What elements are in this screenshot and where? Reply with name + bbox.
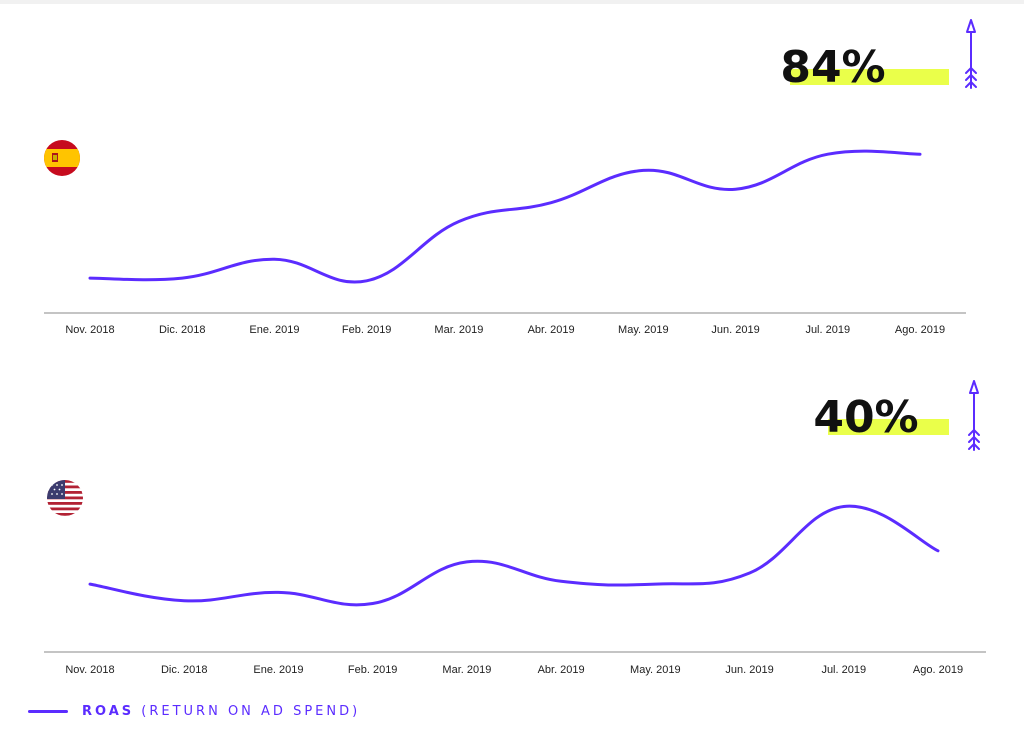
x-tick-labels-spain: Nov. 2018 Dic. 2018 Ene. 2019 Feb. 2019 Mar.… (65, 324, 945, 336)
data-point (276, 590, 280, 594)
x-tick-label: Dic. 2018 (161, 664, 207, 676)
headline-percent-spain: 84% (780, 42, 885, 93)
usa-flag-icon (47, 480, 83, 516)
x-tick-label: Ene. 2019 (253, 664, 303, 676)
x-tick-label: Jul. 2019 (821, 664, 866, 676)
data-point (549, 201, 553, 205)
x-tick-label: May. 2019 (630, 664, 681, 676)
chart-usa: Nov. 2018 Dic. 2018 Ene. 2019 Feb. 2019 Mar.… (44, 380, 986, 676)
legend: ROAS (RETURN ON AD SPEND) (28, 700, 360, 722)
data-point (842, 505, 846, 509)
headline-highlight (828, 419, 949, 435)
data-point (918, 152, 922, 156)
x-tick-label: Ago. 2019 (895, 324, 945, 336)
x-tick-label: Ago. 2019 (913, 664, 963, 676)
x-tick-label: Feb. 2019 (342, 324, 392, 336)
x-tick-labels-usa: Nov. 2018 Dic. 2018 Ene. 2019 Feb. 2019 Mar.… (65, 664, 963, 676)
data-point (641, 168, 645, 172)
data-point (182, 599, 186, 603)
headline-percent-usa: 40% (813, 392, 918, 443)
data-point (272, 257, 276, 261)
x-tick-label: Nov. 2018 (65, 664, 114, 676)
legend-series-name: ROAS (82, 703, 135, 719)
data-point (653, 582, 657, 586)
x-tick-label: Mar. 2019 (442, 664, 491, 676)
trend-up-arrow-icon (965, 19, 977, 89)
x-tick-label: Mar. 2019 (434, 324, 483, 336)
trend-up-arrow-icon (968, 380, 980, 451)
series-line-roas-usa (88, 504, 940, 607)
series-line-roas-spain (88, 149, 922, 284)
data-point (465, 560, 469, 564)
data-point (826, 152, 830, 156)
x-tick-label: Feb. 2019 (348, 664, 398, 676)
data-point (734, 187, 738, 191)
x-tick-label: Jun. 2019 (711, 324, 759, 336)
x-tick-label: Abr. 2019 (538, 664, 585, 676)
spain-flag-icon (44, 140, 80, 176)
data-point (457, 220, 461, 224)
legend-series-description: (RETURN ON AD SPEND) (141, 703, 361, 719)
headline-highlight (790, 69, 949, 85)
data-point (559, 579, 563, 583)
data-point (180, 276, 184, 280)
chart-spain: Nov. 2018 Dic. 2018 Ene. 2019 Feb. 2019 Mar.… (44, 19, 977, 336)
data-point (936, 549, 940, 553)
x-tick-label: Jun. 2019 (725, 664, 773, 676)
legend-label: ROAS (RETURN ON AD SPEND) (82, 704, 360, 719)
x-tick-label: Dic. 2018 (159, 324, 205, 336)
data-point (748, 571, 752, 575)
x-tick-label: May. 2019 (618, 324, 669, 336)
data-point (371, 601, 375, 605)
x-tick-label: Ene. 2019 (249, 324, 299, 336)
x-tick-label: Jul. 2019 (805, 324, 850, 336)
x-tick-label: Nov. 2018 (65, 324, 114, 336)
page-top-border (0, 0, 1024, 4)
legend-line-swatch (28, 709, 68, 713)
x-tick-label: Abr. 2019 (528, 324, 575, 336)
data-point (88, 582, 92, 586)
data-point (365, 279, 369, 283)
data-point (88, 276, 92, 280)
